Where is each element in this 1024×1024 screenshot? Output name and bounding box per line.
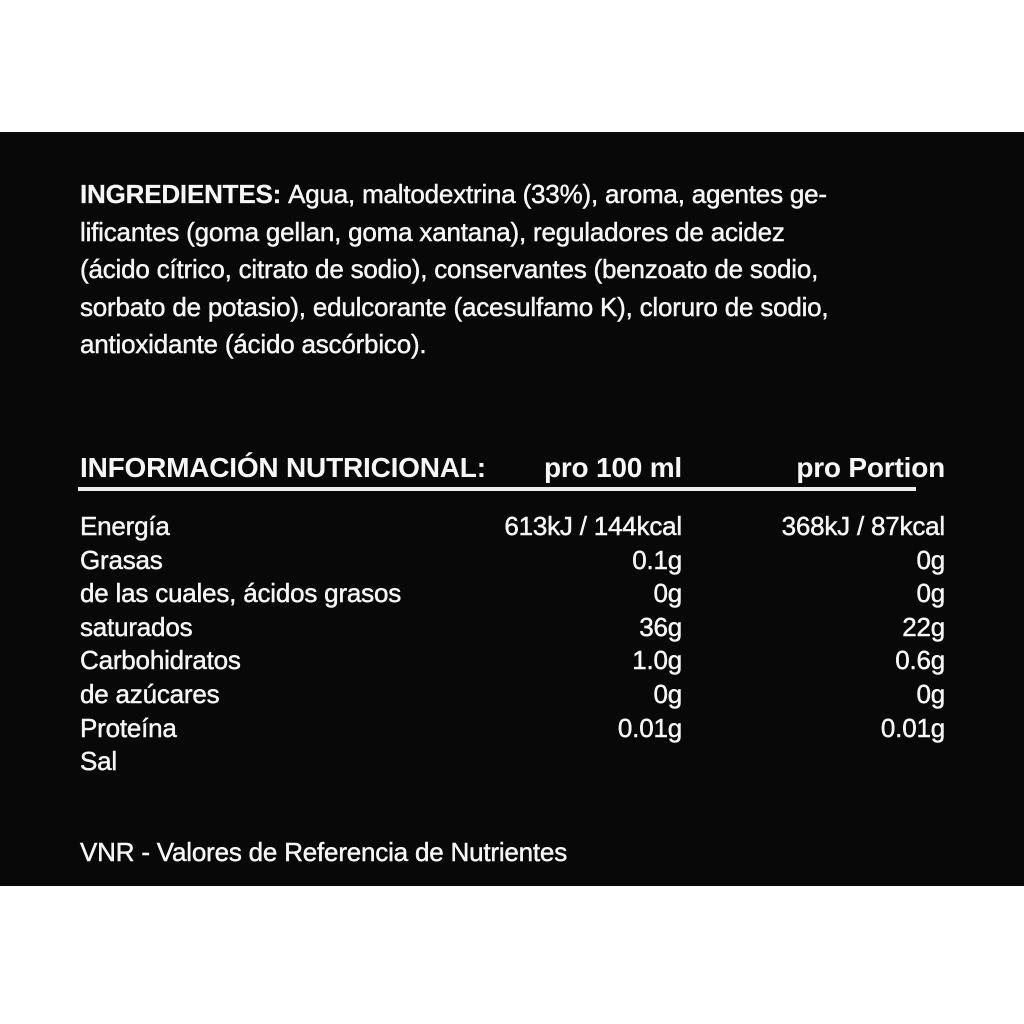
- row-value-per-100ml: 1.0g: [632, 645, 682, 676]
- row-label: saturados: [80, 611, 193, 642]
- row-value-per-100ml: 0.1g: [632, 544, 682, 575]
- column-header-per-100ml: pro 100 ml: [543, 452, 682, 483]
- header-underline: [78, 487, 916, 491]
- row-value-per-portion: 0.6g: [895, 645, 945, 676]
- table-row-carbohidratos: Carbohidratos 1.0g 0.6g: [80, 644, 946, 678]
- row-value-per-portion: 0g: [916, 578, 945, 609]
- table-row-acidos-grasos: de las cuales, ácidos grasos 0g 0g: [80, 577, 946, 611]
- ingredients-line-text: Agua, maltodextrina (33%), aroma, agente…: [288, 179, 827, 209]
- table-row-energia: Energía 613kJ / 144kcal 368kJ / 87kcal: [80, 510, 946, 544]
- ingredients-line: sorbato de potasio), edulcorante (acesul…: [80, 291, 829, 322]
- row-value-per-100ml: 0g: [653, 678, 682, 709]
- table-row-proteina: Proteína 0.01g 0.01g: [80, 712, 946, 746]
- row-value-per-portion: 0g: [916, 678, 945, 709]
- ingredients-paragraph: INGREDIENTES: Agua, maltodextrina (33%),…: [80, 176, 945, 364]
- row-value-per-100ml: 0.01g: [617, 712, 683, 743]
- ingredients-line: INGREDIENTES: Agua, maltodextrina (33%),…: [80, 176, 945, 214]
- row-label: Energía: [80, 511, 170, 541]
- ingredients-line: (ácido cítrico, citrato de sodio), conse…: [80, 254, 819, 285]
- row-label: Proteína: [80, 712, 177, 743]
- row-label: Sal: [80, 746, 118, 777]
- nutrition-table-rows: Energía 613kJ / 144kcal 368kJ / 87kcal G…: [80, 510, 946, 779]
- row-label: de las cuales, ácidos grasos: [80, 578, 402, 609]
- nutrition-title: INFORMACIÓN NUTRICIONAL:: [80, 452, 486, 483]
- row-value-per-portion: 0g: [916, 544, 945, 575]
- vnr-footnote: VNR - Valores de Referencia de Nutriente…: [80, 837, 568, 867]
- ingredients-line: lificantes (goma gellan, goma xantana), …: [80, 216, 785, 247]
- row-value-per-portion: 0.01g: [880, 712, 946, 743]
- label-content: INGREDIENTES: Agua, maltodextrina (33%),…: [78, 132, 946, 886]
- row-label: de azúcares: [80, 678, 220, 709]
- row-label: Grasas: [80, 544, 163, 575]
- table-row-grasas: Grasas 0.1g 0g: [80, 544, 946, 578]
- table-row-azucares: de azúcares 0g 0g: [80, 678, 946, 712]
- row-value-per-portion: 368kJ / 87kcal: [781, 511, 945, 541]
- ingredients-line: antioxidante (ácido ascórbico).: [80, 329, 427, 360]
- row-value-per-100ml: 0g: [653, 578, 682, 609]
- ingredients-heading: INGREDIENTES:: [80, 179, 282, 209]
- nutrition-table-header: INFORMACIÓN NUTRICIONAL: pro 100 ml pro …: [80, 452, 945, 484]
- table-row-saturados: saturados 36g 22g: [80, 611, 946, 645]
- nutrition-label-panel: INGREDIENTES: Agua, maltodextrina (33%),…: [0, 132, 1024, 886]
- row-label: Carbohidratos: [80, 645, 241, 676]
- row-value-per-100ml: 36g: [639, 611, 682, 642]
- table-row-sal: Sal: [80, 745, 945, 779]
- column-header-per-portion: pro Portion: [796, 452, 945, 483]
- row-value-per-portion: 22g: [902, 611, 945, 642]
- row-value-per-100ml: 613kJ / 144kcal: [504, 511, 682, 541]
